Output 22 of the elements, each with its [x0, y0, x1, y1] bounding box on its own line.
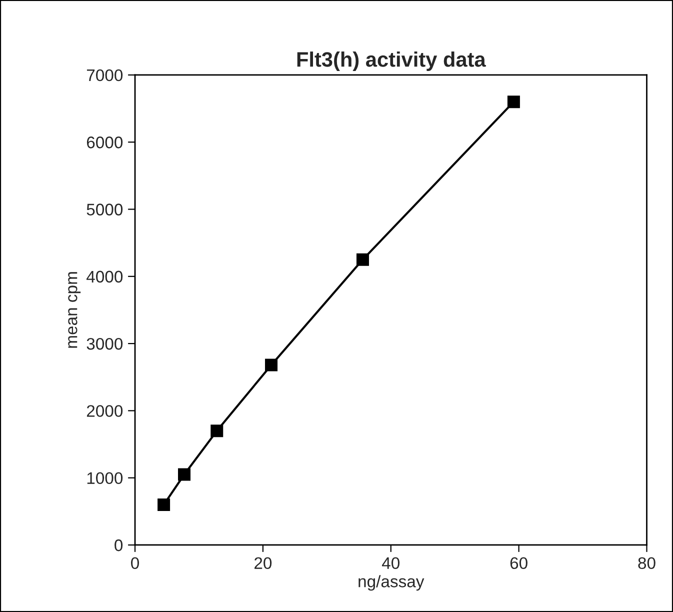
x-tick-label: 40 — [382, 557, 400, 570]
point — [178, 468, 191, 481]
y-axis-title: mean cpm — [68, 272, 81, 348]
y-tick-label: 4000 — [86, 270, 123, 283]
y-tick-label: 2000 — [86, 405, 123, 417]
x-tick-label: 0 — [131, 557, 139, 570]
point — [210, 424, 224, 438]
x-tick-label: 60 — [510, 557, 528, 570]
y-tick-label: 7000 — [86, 69, 123, 82]
x-tick-label: 20 — [254, 557, 272, 570]
chart-title: Flt3(h) activity data — [297, 52, 486, 71]
x-axis-title: ng/assay — [358, 575, 424, 591]
y-tick-label: 6000 — [86, 136, 123, 148]
x-tick-label: 80 — [638, 557, 656, 570]
y-tick-label: 3000 — [86, 338, 123, 350]
point — [507, 96, 520, 108]
y-tick-label: 0 — [114, 539, 123, 552]
y-tick-label: 5000 — [86, 204, 123, 216]
point — [158, 498, 170, 511]
point — [356, 253, 369, 266]
y-tick-label: 1000 — [87, 472, 123, 484]
point — [265, 358, 278, 372]
